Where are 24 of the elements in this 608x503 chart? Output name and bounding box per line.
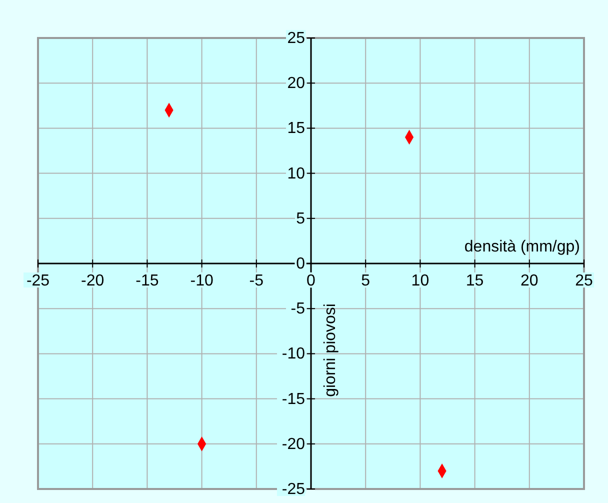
y-axis-title: giorni piovosi (322, 304, 339, 397)
x-tick-label: 15 (466, 272, 484, 290)
x-axis-title: densità (mm/gp) (464, 238, 580, 256)
y-tick-label: 0 (296, 256, 306, 272)
x-tick-label: -5 (249, 272, 264, 290)
y-tick-label: 5 (296, 210, 306, 228)
y-tick-label: -10 (282, 346, 306, 363)
x-tick-label: 5 (361, 272, 370, 290)
y-tick-label: 25 (287, 30, 306, 47)
y-tick-label: -5 (290, 300, 306, 318)
y-tick-label: -15 (282, 390, 306, 408)
y-tick-label: -20 (282, 436, 306, 453)
x-tick-label: -10 (190, 272, 214, 290)
y-tick-label: 10 (287, 165, 306, 182)
x-tick-label: 0 (306, 272, 316, 290)
x-tick-label: -20 (81, 272, 104, 290)
x-tick-label: 25 (575, 272, 593, 290)
x-tick-label: 10 (411, 272, 430, 290)
y-tick-label: 15 (287, 120, 306, 138)
y-tick-label: -25 (282, 481, 306, 498)
x-tick-label: 20 (520, 272, 538, 290)
y-tick-label: 20 (287, 75, 306, 92)
x-tick-label: -15 (136, 272, 159, 290)
x-tick-label: -25 (26, 272, 50, 290)
